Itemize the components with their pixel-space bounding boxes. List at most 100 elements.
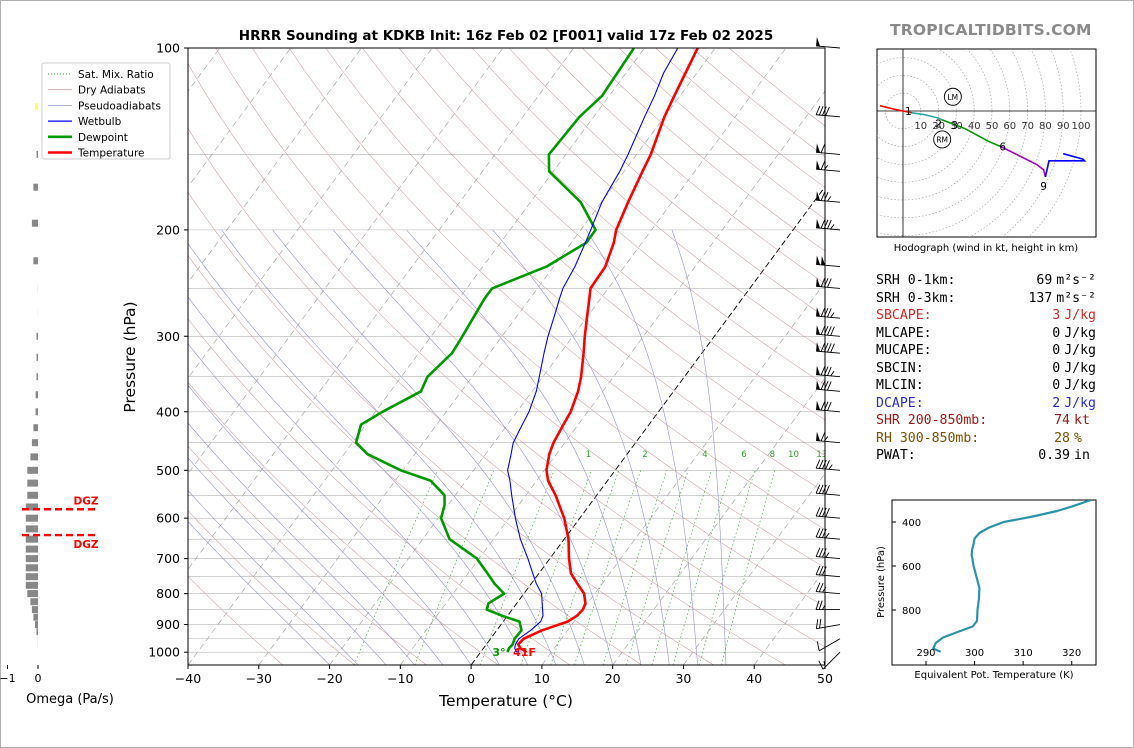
omega-bar xyxy=(27,479,38,487)
barb-pennant xyxy=(821,255,826,266)
dry-adiabat xyxy=(325,48,825,493)
barb-feather xyxy=(820,366,826,376)
mixing-ratio-line xyxy=(651,470,712,665)
stat-label: DCAPE: xyxy=(876,395,924,411)
stat-unit: kt xyxy=(1074,413,1090,428)
mixing-ratio-line xyxy=(672,470,732,665)
dewpoint-line xyxy=(354,48,636,653)
barb-feather xyxy=(815,600,820,610)
moist-adiabat xyxy=(333,229,613,665)
omega-bar xyxy=(37,635,38,643)
legend-label: Temperature xyxy=(77,148,145,160)
x-tick-label: 50 xyxy=(817,671,833,686)
barb-feather xyxy=(819,618,822,629)
barb-feather xyxy=(820,432,826,442)
omega-x-tick-label: −1 xyxy=(0,672,16,685)
barb-feather xyxy=(820,143,826,153)
barb-feather xyxy=(830,343,835,353)
mixing-ratio-line xyxy=(602,470,668,665)
stats-panel: SRH 0-1km: 69 m²s⁻² SRH 0-3km: 137 m²s⁻² SBCAP… xyxy=(876,272,1096,465)
y-tick-label: 600 xyxy=(156,511,180,526)
wind-barb xyxy=(816,325,841,337)
barb-shaft xyxy=(816,151,841,155)
moist-adiabat xyxy=(188,296,500,665)
hodograph-ring-label: 60 xyxy=(1003,121,1016,132)
barb-feather xyxy=(823,164,829,171)
hodograph-ring-label: 20 xyxy=(932,121,945,132)
stat-row: MLCAPE: 0 J/kg xyxy=(876,325,1096,343)
stat-value: 0 xyxy=(1052,378,1061,393)
dry-adiabat xyxy=(188,445,427,665)
stat-value: 69 xyxy=(1036,273,1053,288)
barb-feather xyxy=(818,484,824,494)
hodograph-caption: Hodograph (wind in kt, height in km) xyxy=(894,243,1079,254)
moist-adiabat xyxy=(406,229,642,665)
stat-unit: J/kg xyxy=(1064,308,1096,323)
barb-feather xyxy=(825,508,830,518)
legend-label: Pseudoadiabats xyxy=(78,100,161,112)
barb-feather xyxy=(828,464,833,470)
stat-label: PWAT: xyxy=(876,448,916,463)
barb-feather xyxy=(820,219,826,229)
x-tick-label: 10 xyxy=(534,671,550,686)
stat-value: 137 xyxy=(1028,290,1053,306)
omega-bar xyxy=(30,598,38,606)
dry-adiabat xyxy=(188,255,642,665)
barb-feather xyxy=(815,582,821,592)
hodograph-trace xyxy=(1044,152,1087,178)
theta-e-ylabel: Pressure (hPa) xyxy=(876,546,887,618)
barb-shaft xyxy=(816,285,841,289)
barb-feather xyxy=(820,160,826,170)
omega-bar xyxy=(33,613,38,621)
omega-bar xyxy=(25,581,38,589)
wind-barb xyxy=(816,365,841,378)
mixing-ratio-line xyxy=(699,470,756,665)
dry-adiabat xyxy=(398,48,825,421)
hodograph-ring-label: 30 xyxy=(950,121,963,132)
isotherm-line xyxy=(188,48,433,379)
theta-e-x-tick-label: 300 xyxy=(965,648,984,659)
mixing-ratio-label: 8 xyxy=(770,450,775,460)
stat-value: 2 xyxy=(1052,395,1061,411)
x-tick-label: −10 xyxy=(387,671,413,686)
barb-shaft xyxy=(816,574,841,578)
dry-adiabat xyxy=(188,191,714,665)
omega-bar xyxy=(25,545,38,553)
stat-row: PWAT: 0.39 in xyxy=(876,447,1096,465)
moist-adiabat xyxy=(188,521,330,665)
omega-bar xyxy=(25,503,38,511)
theta-e-x-tick-label: 320 xyxy=(1062,648,1081,659)
wind-barb xyxy=(815,547,841,560)
stat-label: MLCAPE: xyxy=(876,325,932,341)
omega-bar xyxy=(25,555,38,563)
wind-barb xyxy=(816,400,841,413)
barb-feather xyxy=(823,436,829,442)
wind-barb xyxy=(816,342,841,354)
barb-feather xyxy=(815,619,819,629)
dry-adiabat xyxy=(508,48,825,318)
barb-feather xyxy=(825,485,830,495)
barb-feather xyxy=(822,484,827,494)
storm-motion-marker xyxy=(933,130,952,149)
barb-pennant xyxy=(816,277,821,287)
wind-barb xyxy=(815,484,841,496)
stat-label: MUCAPE: xyxy=(876,343,932,358)
barb-feather xyxy=(815,547,821,557)
stat-label: SHR 200-850mb: xyxy=(876,413,988,428)
barb-shaft xyxy=(816,492,841,496)
barb-feather xyxy=(827,219,832,229)
barb-feather xyxy=(818,566,824,576)
stat-value: 0 xyxy=(1052,360,1061,376)
stat-row: MUCAPE: 0 J/kg xyxy=(876,342,1096,360)
barb-shaft xyxy=(816,536,841,540)
legend-label: Wetbulb xyxy=(78,116,122,128)
barb-feather xyxy=(823,381,829,391)
barb-feather xyxy=(820,307,826,317)
omega-bar xyxy=(37,284,38,292)
mixing-ratio-line xyxy=(520,470,592,665)
dry-adiabat xyxy=(472,48,825,351)
stat-unit: in xyxy=(1074,448,1090,463)
mixing-ratio-line xyxy=(574,470,641,665)
wind-barb xyxy=(815,618,841,630)
stat-row: SRH 0-3km: 137 m²s⁻² xyxy=(876,290,1096,308)
